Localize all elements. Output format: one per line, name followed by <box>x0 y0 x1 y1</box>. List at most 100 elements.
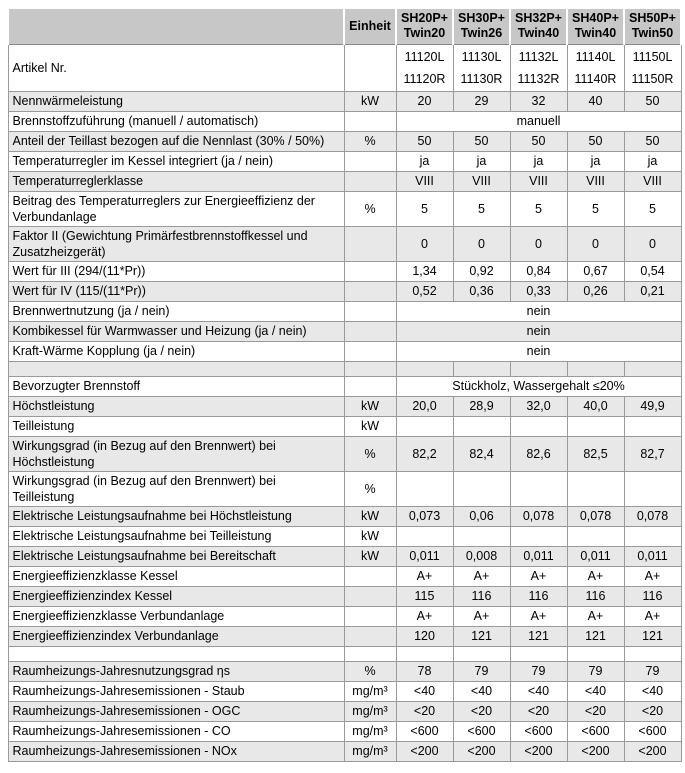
row-label: Kraft-Wärme Kopplung (ja / nein) <box>7 340 345 362</box>
value-cell: 121 <box>566 625 625 647</box>
value-cell <box>452 470 511 507</box>
value-cell: 0,011 <box>566 545 625 567</box>
value-cell: 11150L 11150R <box>623 43 682 92</box>
value-cell: 115 <box>395 585 454 607</box>
value-cell: 5 <box>452 190 511 227</box>
value-cell: A+ <box>395 565 454 587</box>
span-value-cell: nein <box>395 300 682 322</box>
value-cell: A+ <box>566 565 625 587</box>
value-cell: 79 <box>509 660 568 682</box>
unit-cell: mg/m³ <box>343 700 397 722</box>
row-label: Faktor II (Gewichtung Primärfestbrennsto… <box>7 225 345 262</box>
value-cell: 50 <box>452 130 511 152</box>
span-value-cell: Stückholz, Wassergehalt ≤20% <box>395 375 682 397</box>
column-header-model: SH32P+ Twin40 <box>509 7 568 45</box>
table-body: Artikel Nr. 11120L 11120R 11130L 11130R 11132… <box>7 43 682 762</box>
value-cell <box>452 415 511 437</box>
table-row: Wirkungsgrad (in Bezug auf den Brennwert… <box>7 470 682 507</box>
value-cell: 49,9 <box>623 395 682 417</box>
table-row: Energieeffizienzindex Verbundanlage 120 12… <box>7 625 682 647</box>
row-label: Energieeffizienzklasse Kessel <box>7 565 345 587</box>
value-cell: 11140L 11140R <box>566 43 625 92</box>
row-label: Teilleistung <box>7 415 345 437</box>
unit-cell <box>343 320 397 342</box>
article-number-line: 11132L <box>518 49 559 64</box>
value-cell: 32 <box>509 90 568 112</box>
unit-cell: % <box>343 435 397 472</box>
value-cell: 0,073 <box>395 505 454 527</box>
value-cell: 0 <box>452 225 511 262</box>
value-cell: 20 <box>395 90 454 112</box>
span-value-cell: nein <box>395 340 682 362</box>
value-cell: 0,011 <box>623 545 682 567</box>
column-header-unit: Einheit <box>343 7 397 45</box>
value-cell: 0 <box>566 225 625 262</box>
value-cell: 0,011 <box>509 545 568 567</box>
value-cell: <200 <box>395 740 454 762</box>
model-name: SH40P+ <box>572 11 619 26</box>
value-cell: 5 <box>509 190 568 227</box>
header-row: Einheit SH20P+ Twin20 SH30P+ Twin26 SH32P+ Twi… <box>7 7 682 45</box>
value-cell: <20 <box>509 700 568 722</box>
value-cell: 0,078 <box>509 505 568 527</box>
unit-cell <box>343 43 397 92</box>
value-cell: A+ <box>509 565 568 587</box>
value-cell: 0,92 <box>452 260 511 282</box>
value-cell <box>566 525 625 547</box>
value-cell: 79 <box>623 660 682 682</box>
value-cell: VIII <box>452 170 511 192</box>
value-cell: 0 <box>509 225 568 262</box>
table-row: Energieeffizienzklasse Kessel A+ A+ A+ A+ A+ <box>7 565 682 587</box>
value-cell: 50 <box>509 130 568 152</box>
value-cell: 121 <box>623 625 682 647</box>
value-cell <box>452 525 511 547</box>
value-cell: 50 <box>566 130 625 152</box>
value-cell: 0,36 <box>452 280 511 302</box>
value-cell: <40 <box>566 680 625 702</box>
value-cell: 82,5 <box>566 435 625 472</box>
value-cell: 1,34 <box>395 260 454 282</box>
unit-cell <box>343 170 397 192</box>
value-cell <box>623 525 682 547</box>
value-cell: 120 <box>395 625 454 647</box>
table-row: Teilleistung kW <box>7 415 682 437</box>
table-row: Kraft-Wärme Kopplung (ja / nein) nein <box>7 340 682 362</box>
header-empty-cell <box>7 7 345 45</box>
table-row: Wirkungsgrad (in Bezug auf den Brennwert… <box>7 435 682 472</box>
value-cell: 0,54 <box>623 260 682 282</box>
value-cell: 29 <box>452 90 511 112</box>
table-row: Wert für III (294/(11*Pr)) 1,34 0,92 0,84 0,… <box>7 260 682 282</box>
value-cell: 11130L 11130R <box>452 43 511 92</box>
value-cell: VIII <box>623 170 682 192</box>
row-label: Elektrische Leistungsaufnahme bei Teille… <box>7 525 345 547</box>
spec-table: Einheit SH20P+ Twin20 SH30P+ Twin26 SH32P+ Twi… <box>7 7 682 762</box>
value-cell: <40 <box>623 680 682 702</box>
table-row: Raumheizungs-Jahresemissionen - CO mg/m³ <… <box>7 720 682 742</box>
row-label: Temperaturreglerklasse <box>7 170 345 192</box>
row-label: Raumheizungs-Jahresemissionen - OGC <box>7 700 345 722</box>
value-cell: <200 <box>566 740 625 762</box>
model-variant: Twin20 <box>403 26 446 41</box>
value-cell: <600 <box>509 720 568 742</box>
value-cell: 79 <box>566 660 625 682</box>
table-row: Nennwärmeleistung kW 20 29 32 40 50 <box>7 90 682 112</box>
value-cell: 79 <box>452 660 511 682</box>
column-header-model: SH50P+ Twin50 <box>623 7 682 45</box>
value-cell: <40 <box>452 680 511 702</box>
value-cell: ja <box>509 150 568 172</box>
value-cell: VIII <box>395 170 454 192</box>
row-label: Kombikessel für Warmwasser und Heizung (… <box>7 320 345 342</box>
table-row: Raumheizungs-Jahresemissionen - OGC mg/m³… <box>7 700 682 722</box>
unit-cell: % <box>343 660 397 682</box>
value-cell: A+ <box>452 605 511 627</box>
value-cell: <20 <box>395 700 454 722</box>
value-cell: <20 <box>452 700 511 722</box>
article-number-line: 11120R <box>403 71 446 86</box>
article-number-line: 11150L <box>632 49 673 64</box>
spacer-cell <box>623 645 682 662</box>
row-label: Energieeffizienzklasse Verbundanlage <box>7 605 345 627</box>
unit-cell <box>343 110 397 132</box>
row-label: Brennstoffzuführung (manuell / automatis… <box>7 110 345 132</box>
value-cell: <20 <box>566 700 625 722</box>
row-label: Raumheizungs-Jahresemissionen - CO <box>7 720 345 742</box>
